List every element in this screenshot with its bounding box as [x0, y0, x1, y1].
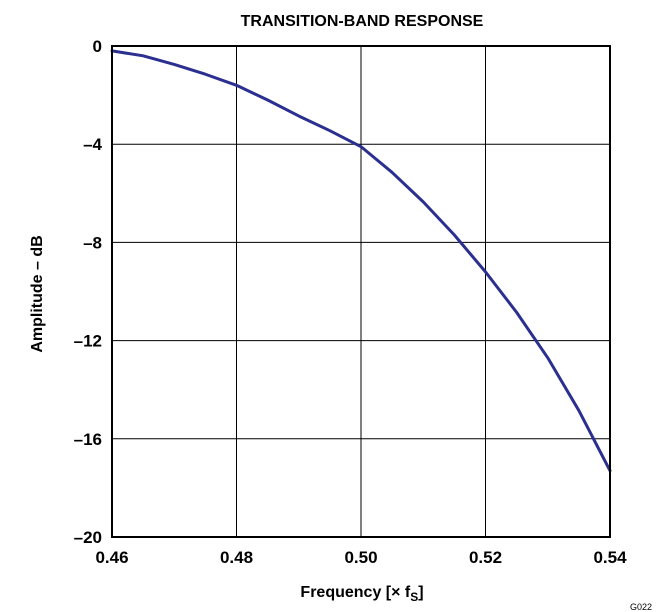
y-tick-label: –12 [74, 332, 102, 351]
figure-id: G022 [630, 602, 652, 612]
plot-frame [111, 45, 611, 538]
grid [111, 45, 611, 538]
x-tick-label: 0.52 [469, 548, 502, 567]
x-tick-labels: 0.46 0.48 0.50 0.52 0.54 [95, 548, 627, 567]
series-layer [110, 49, 612, 473]
x-tick-label: 0.46 [95, 548, 128, 567]
x-tick-label: 0.50 [344, 548, 377, 567]
y-tick-label: 0 [93, 37, 102, 56]
y-axis-label: Amplitude – dB [29, 235, 46, 352]
y-tick-label: –16 [74, 430, 102, 449]
x-axis-label: Frequency [× fS] [300, 584, 423, 604]
x-tick-label: 0.48 [220, 548, 253, 567]
series-line-0 [110, 49, 612, 473]
x-tick-label: 0.54 [593, 548, 627, 567]
y-tick-label: –8 [83, 233, 102, 252]
y-tick-label: –20 [74, 528, 102, 547]
y-tick-label: –4 [83, 135, 102, 154]
chart-title: TRANSITION-BAND RESPONSE [241, 13, 484, 30]
y-tick-labels: 0 –4 –8 –12 –16 –20 [74, 37, 103, 547]
